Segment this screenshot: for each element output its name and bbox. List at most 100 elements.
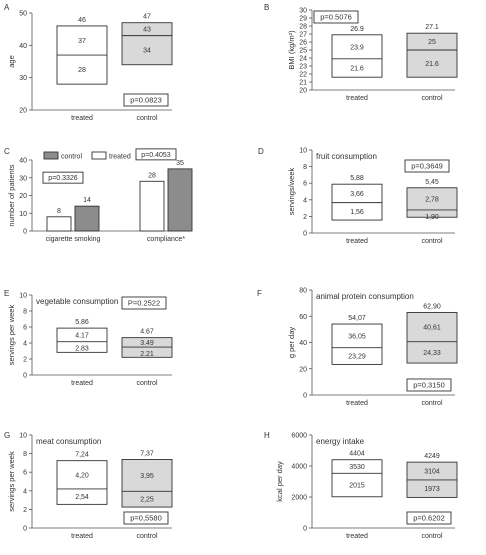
median-label: 3530: [349, 464, 365, 471]
x-tick-label: treated: [346, 95, 368, 102]
x-tick-label: control: [421, 95, 442, 102]
bar-value-label: 28: [148, 172, 156, 179]
panel-letter: H: [264, 431, 270, 440]
median-label: 23.9: [350, 44, 364, 51]
box-treated: [56, 460, 108, 505]
x-tick-label: control: [136, 115, 157, 122]
y-axis-label: servings/week: [287, 167, 296, 215]
median-label: 3.49: [140, 340, 154, 347]
pvalue-text: p=0.0823: [130, 96, 162, 105]
y-tick-label: 60: [299, 314, 307, 321]
panel-h: H 0 2000 4000 6000 kcal per day energy intake 4…: [264, 431, 458, 540]
y-tick-label: 30: [19, 75, 27, 82]
y-tick-label: 6: [23, 470, 27, 477]
y-tick-label: 4: [23, 341, 27, 348]
panel-a: A 20 30 40 50 age 46 37 28 treated 47 43 34 control p=…: [4, 3, 173, 122]
y-tick-label: 0: [303, 526, 307, 533]
y-tick-label: 20: [299, 366, 307, 373]
panel-letter: C: [4, 147, 10, 156]
y-tick-label: 2000: [291, 495, 307, 502]
q3-label: 7,37: [140, 450, 154, 457]
x-tick-label: control: [421, 400, 442, 407]
q1-label: 1,90: [425, 214, 439, 221]
panel-title: vegetable consumption: [36, 297, 118, 306]
median-label: 3,66: [350, 191, 364, 198]
legend-label-treated: treated: [109, 154, 131, 161]
q3-label: 5.86: [75, 319, 89, 326]
pvalue-box: [123, 93, 169, 107]
y-axis-label: age: [7, 55, 16, 68]
x-tick-label: treated: [71, 115, 93, 122]
pvalue-text: p=0,5580: [130, 514, 162, 523]
y-tick-label: 4000: [291, 464, 307, 471]
pvalue-box: [406, 378, 452, 392]
y-tick-label: 10: [19, 433, 27, 440]
y-tick-label: 29: [299, 16, 307, 23]
legend: control treated: [43, 151, 131, 161]
q1-label: 24,33: [423, 350, 441, 357]
y-tick-label: 80: [299, 288, 307, 295]
q3-label: 4249: [424, 453, 440, 460]
panel-title: energy intake: [316, 437, 365, 446]
median-label: 2,78: [425, 196, 439, 203]
y-tick-label: 20: [299, 88, 307, 95]
y-tick-label: 24: [299, 56, 307, 63]
y-axis-label: servings per week: [7, 451, 16, 512]
y-tick-label: 6: [23, 325, 27, 332]
legend-swatch-treated: [91, 151, 107, 160]
y-tick-label: 0: [23, 229, 27, 236]
y-tick-label: 0: [23, 373, 27, 380]
box-treated: [331, 323, 383, 365]
y-tick-label: 8: [303, 164, 307, 171]
legend-swatch-control: [43, 151, 59, 160]
y-tick-label: 2: [23, 507, 27, 514]
q3-label: 5,45: [425, 179, 439, 186]
y-tick-label: 20: [19, 193, 27, 200]
q1-label: 21.6: [350, 66, 364, 73]
x-tick-label: control: [421, 533, 442, 540]
q3-label: 27.1: [425, 24, 439, 31]
q3-label: 26.9: [350, 26, 364, 33]
bar-treated: [139, 180, 165, 232]
y-axis-label: BMI (kg/m²): [287, 30, 296, 70]
x-tick-label: compliance*: [147, 236, 185, 243]
q3-label: 5,88: [350, 175, 364, 182]
x-tick-label: treated: [346, 238, 368, 245]
q1-label: 2.83: [75, 346, 89, 353]
y-tick-label: 30: [19, 175, 27, 182]
median-label: 3,95: [140, 473, 154, 480]
y-tick-label: 8: [23, 309, 27, 316]
y-tick-label: 30: [299, 8, 307, 15]
x-tick-label: control: [421, 238, 442, 245]
panel-letter: A: [4, 3, 10, 12]
y-tick-label: 2: [23, 357, 27, 364]
box-control: [406, 32, 458, 78]
q1-label: 1,56: [350, 209, 364, 216]
q3-label: 62,90: [423, 303, 441, 310]
pvalue-badge: p=0.0823: [123, 93, 169, 107]
bar-value-label: 35: [176, 160, 184, 167]
pvalue-text: p=0,3649: [411, 162, 443, 171]
y-tick-label: 10: [19, 293, 27, 300]
panel-title: meat consumption: [36, 437, 101, 446]
pvalue-box: [123, 511, 169, 525]
box-treated: [331, 34, 383, 78]
y-tick-label: 40: [19, 158, 27, 165]
x-tick-label: cigarette smoking: [46, 236, 101, 243]
y-tick-label: 23: [299, 64, 307, 71]
panel-letter: B: [264, 3, 269, 12]
x-tick-label: treated: [71, 380, 93, 387]
pvalue-text: p=0.4053: [141, 152, 170, 159]
y-axis-label: g per day: [287, 327, 296, 359]
q1-label: 2,25: [140, 497, 154, 504]
pvalue-badge: p=0.4053: [135, 148, 177, 161]
pvalue-box: [135, 148, 177, 161]
pvalue-box: [121, 296, 167, 310]
pvalue-badge: p=0.6202: [406, 511, 452, 525]
pvalue-badge: p=0.5076: [313, 10, 359, 24]
y-tick-label: 0: [23, 526, 27, 533]
bar-treated: [46, 216, 72, 232]
x-tick-label: treated: [346, 533, 368, 540]
pvalue-box: [404, 159, 450, 173]
